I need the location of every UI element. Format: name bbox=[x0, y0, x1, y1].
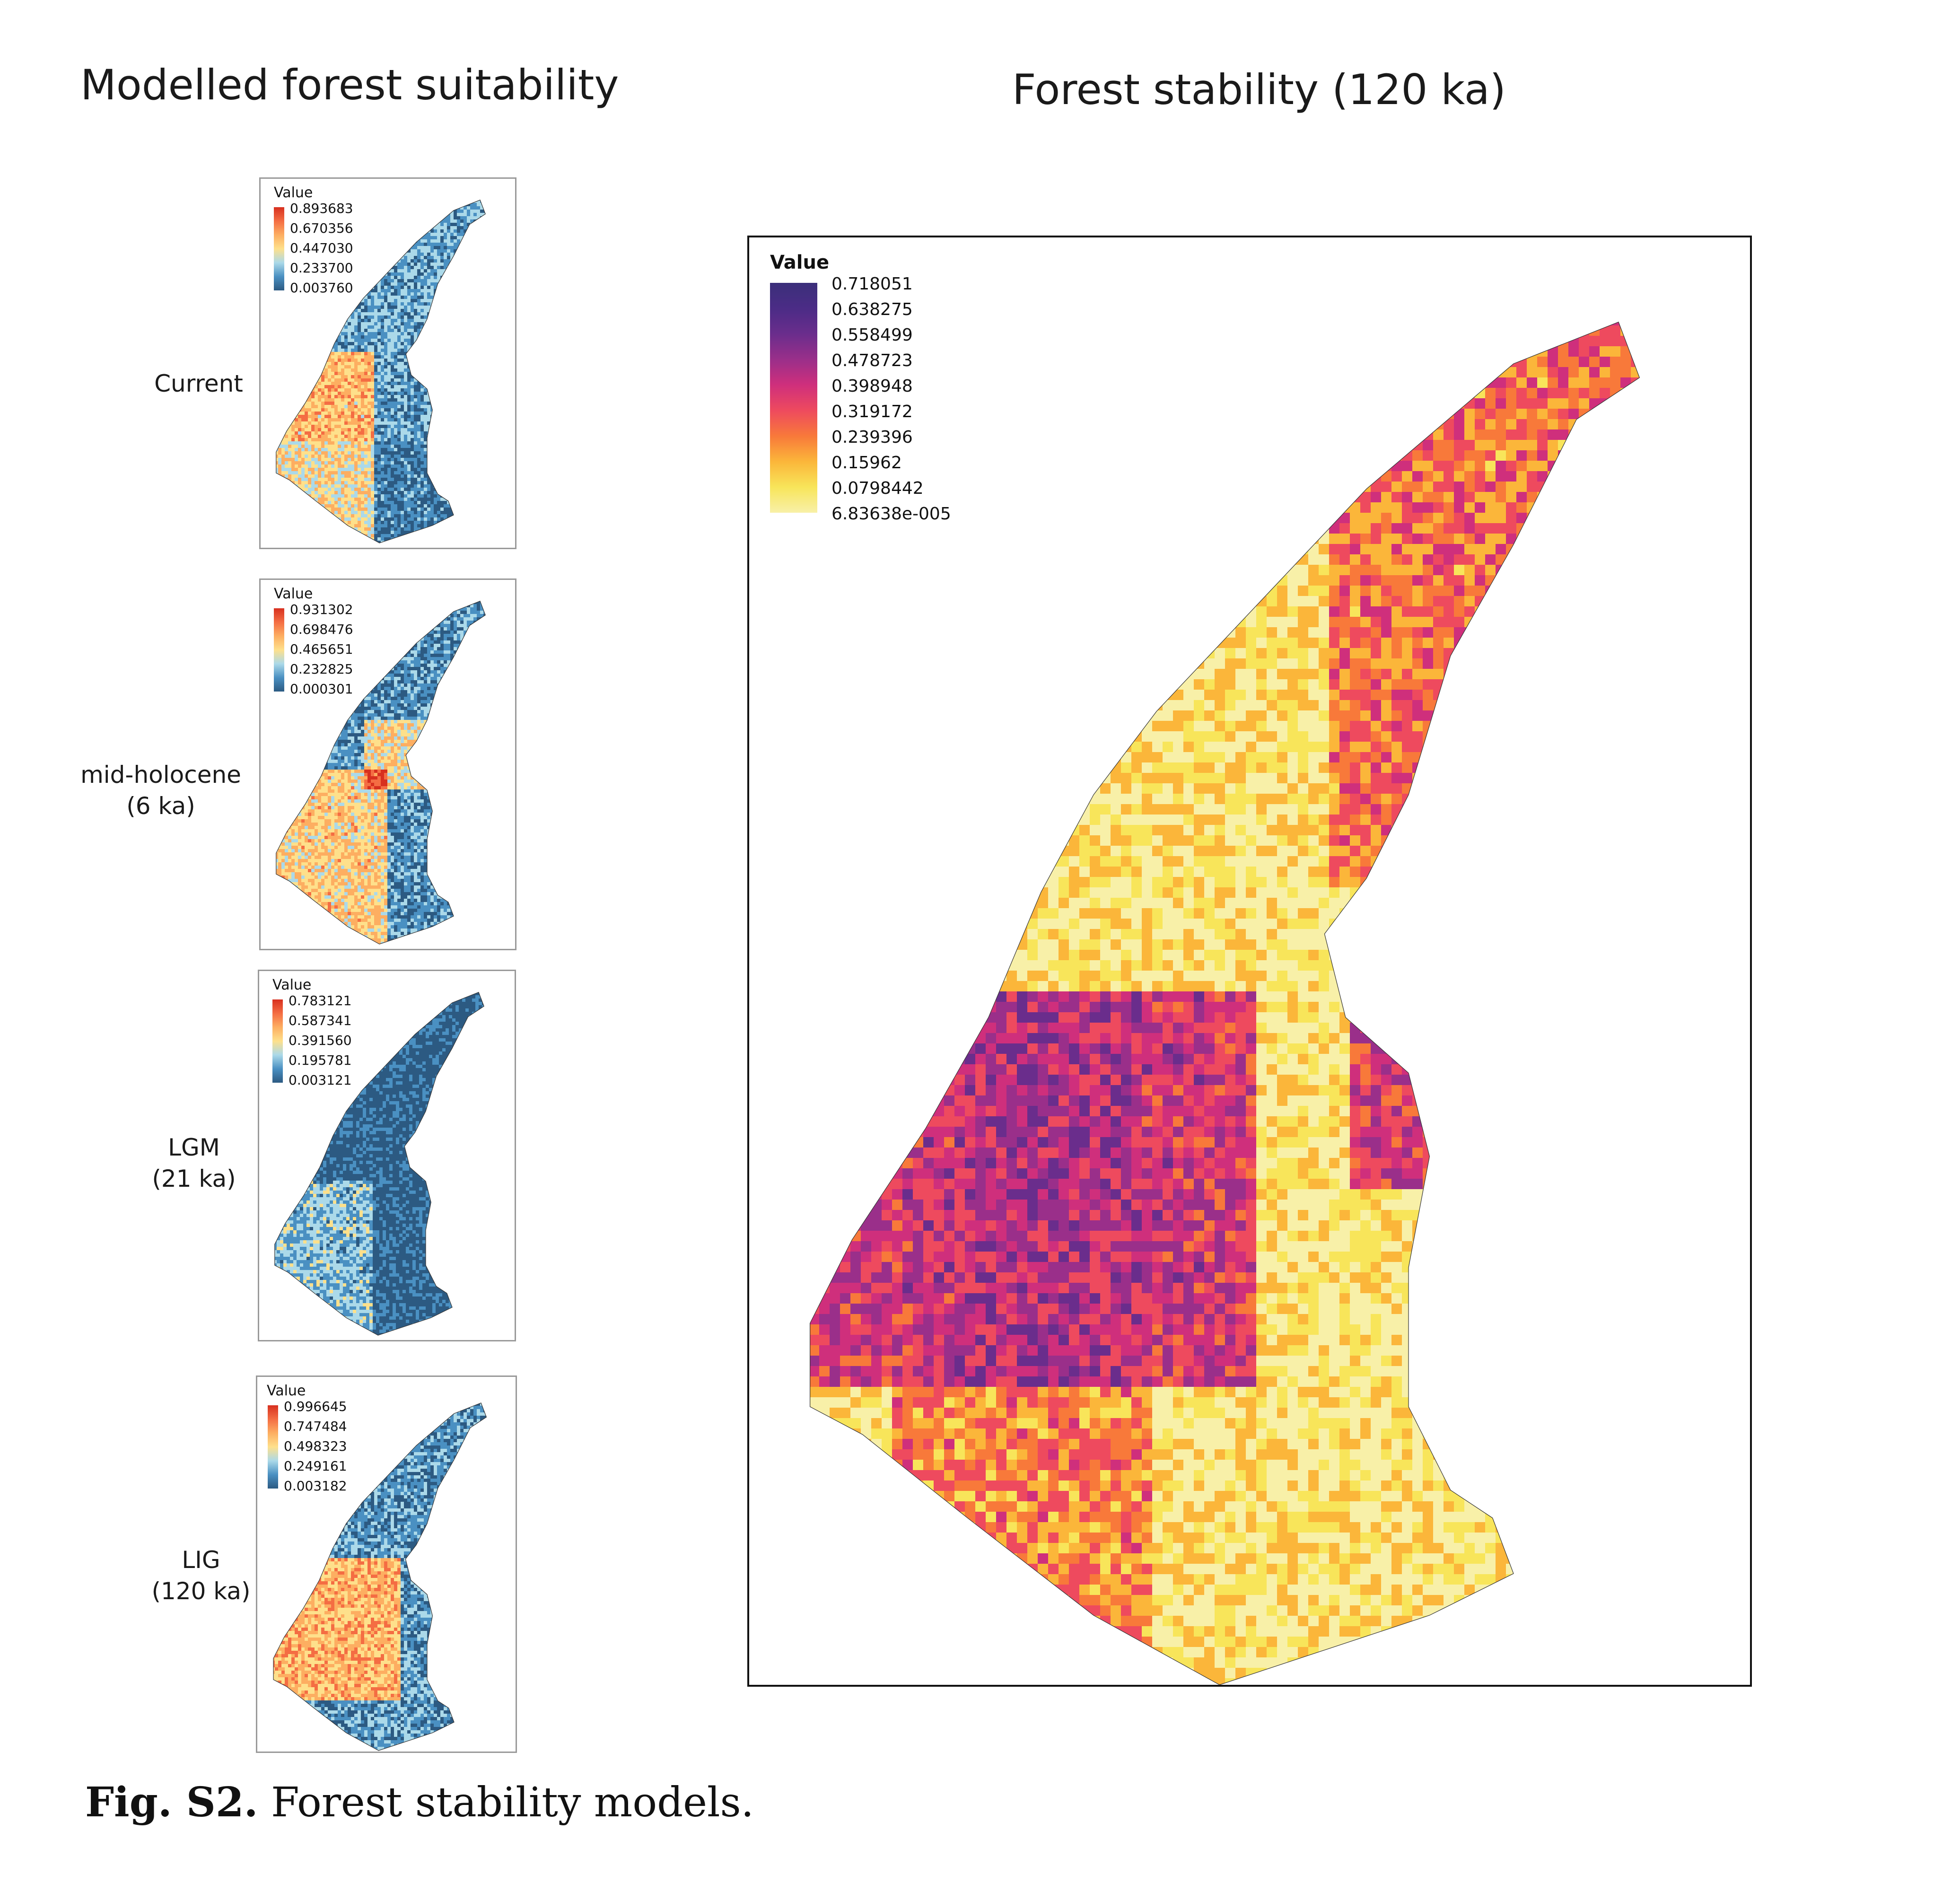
legend-tick: 0.249161 bbox=[284, 1458, 347, 1474]
row-label-line: (6 ka) bbox=[76, 790, 246, 822]
map-outline bbox=[273, 1402, 487, 1751]
row-label-line: (21 ka) bbox=[142, 1163, 246, 1194]
figure-caption: Fig. S2. Forest stability models. bbox=[85, 1778, 754, 1826]
caption-text: Forest stability models. bbox=[258, 1779, 754, 1826]
legend-tick: 0.003760 bbox=[290, 280, 353, 296]
legend-tick: 0.391560 bbox=[289, 1033, 352, 1048]
legend-tick: 0.747484 bbox=[284, 1419, 347, 1434]
row-label-line: Current bbox=[142, 368, 255, 399]
suitability-map bbox=[274, 992, 484, 1336]
map-panel-current: Value 0.893683 0.670356 0.447030 0.23370… bbox=[259, 177, 516, 549]
legend-tick: 0.0798442 bbox=[831, 479, 924, 498]
legend-tick: 0.000301 bbox=[290, 681, 353, 697]
legend-tick: 0.003182 bbox=[284, 1478, 347, 1494]
legend-tick: 0.15962 bbox=[831, 453, 902, 473]
stability-map-panel: Value 0.718051 0.638275 0.558499 0.47872… bbox=[747, 236, 1752, 1687]
legend-tick: 0.783121 bbox=[289, 993, 352, 1008]
map-raster bbox=[274, 992, 484, 1336]
legend-tick: 0.931302 bbox=[290, 602, 353, 617]
map-raster bbox=[273, 1403, 487, 1751]
row-label-line: (120 ka) bbox=[147, 1576, 255, 1607]
legend-tick: 0.996645 bbox=[284, 1399, 347, 1414]
suitability-map bbox=[276, 200, 486, 543]
map-outline bbox=[274, 992, 484, 1336]
row-label-lig: LIG (120 ka) bbox=[147, 1544, 255, 1607]
legend-tick: 0.698476 bbox=[290, 622, 353, 637]
legend-tick: 0.398948 bbox=[831, 377, 913, 396]
legend-title: Value bbox=[272, 977, 311, 993]
stability-map bbox=[810, 322, 1640, 1685]
legend-tick: 0.239396 bbox=[831, 428, 913, 447]
row-label-line: LGM bbox=[142, 1132, 246, 1163]
suitability-map bbox=[273, 1402, 487, 1751]
legend-tick: 0.638275 bbox=[831, 300, 913, 319]
legend-colorbar bbox=[274, 207, 284, 290]
row-label-current: Current bbox=[142, 368, 255, 399]
row-label-mid-holocene: mid-holocene (6 ka) bbox=[76, 759, 246, 822]
legend-tick: 0.003121 bbox=[289, 1072, 352, 1088]
legend-tick: 0.893683 bbox=[290, 201, 353, 216]
map-outline bbox=[276, 200, 486, 543]
right-heading: Forest stability (120 ka) bbox=[1012, 65, 1506, 114]
map-outline bbox=[276, 601, 486, 945]
legend-title: Value bbox=[274, 184, 313, 201]
row-label-line: mid-holocene bbox=[76, 759, 246, 790]
map-raster bbox=[276, 200, 486, 543]
map-panel-lgm: Value 0.783121 0.587341 0.391560 0.19578… bbox=[258, 970, 516, 1341]
legend-tick: 0.465651 bbox=[290, 641, 353, 657]
legend-title: Value bbox=[267, 1383, 306, 1399]
suitability-map bbox=[276, 601, 486, 945]
row-label-line: LIG bbox=[147, 1544, 255, 1576]
left-heading: Modelled forest suitability bbox=[80, 61, 619, 109]
map-raster bbox=[810, 322, 1640, 1685]
legend-tick: 0.232825 bbox=[290, 661, 353, 677]
legend-tick: 0.447030 bbox=[290, 240, 353, 256]
legend-title: Value bbox=[274, 586, 313, 602]
legend-colorbar bbox=[274, 608, 284, 692]
legend-tick: 0.718051 bbox=[831, 274, 913, 294]
map-panel-mid-holocene: Value 0.931302 0.698476 0.465651 0.23282… bbox=[259, 578, 516, 950]
legend-tick: 0.195781 bbox=[289, 1052, 352, 1068]
legend-title: Value bbox=[770, 252, 829, 273]
legend-colorbar bbox=[272, 999, 283, 1083]
legend-tick: 0.558499 bbox=[831, 325, 913, 345]
map-outline bbox=[810, 322, 1640, 1685]
legend-tick: 0.670356 bbox=[290, 220, 353, 236]
figure-label: Fig. S2. bbox=[85, 1778, 258, 1826]
map-panel-lig: Value 0.996645 0.747484 0.498323 0.24916… bbox=[256, 1375, 517, 1753]
legend-tick: 0.587341 bbox=[289, 1013, 352, 1028]
legend-colorbar bbox=[268, 1405, 278, 1489]
row-label-lgm: LGM (21 ka) bbox=[142, 1132, 246, 1194]
legend-colorbar bbox=[770, 283, 817, 513]
legend-tick: 0.498323 bbox=[284, 1438, 347, 1454]
legend-tick: 0.478723 bbox=[831, 351, 913, 370]
legend-tick: 0.319172 bbox=[831, 402, 913, 421]
legend-tick: 6.83638e-005 bbox=[831, 504, 951, 524]
legend-tick: 0.233700 bbox=[290, 260, 353, 276]
map-raster bbox=[276, 601, 486, 945]
